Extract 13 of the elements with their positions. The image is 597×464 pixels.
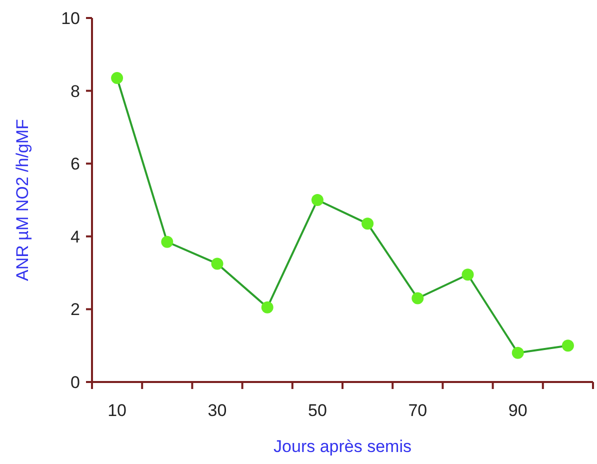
x-tick-label: 90 — [508, 401, 528, 420]
x-tick-label: 70 — [408, 401, 428, 420]
y-tick-label: 10 — [61, 8, 80, 28]
x-tick-label: 50 — [308, 401, 327, 420]
y-tick-label: 6 — [70, 154, 80, 174]
y-tick-label: 2 — [70, 300, 80, 320]
y-tick-label: 8 — [70, 82, 80, 101]
x-tick-label: 10 — [108, 401, 127, 420]
y-axis-title: ANR µM NO2 /h/gMF — [13, 119, 32, 281]
y-tick-label: 0 — [70, 372, 80, 392]
x-axis-title: Jours après semis — [274, 437, 412, 456]
x-tick-label: 30 — [208, 401, 227, 420]
y-tick-label: 4 — [70, 227, 80, 246]
